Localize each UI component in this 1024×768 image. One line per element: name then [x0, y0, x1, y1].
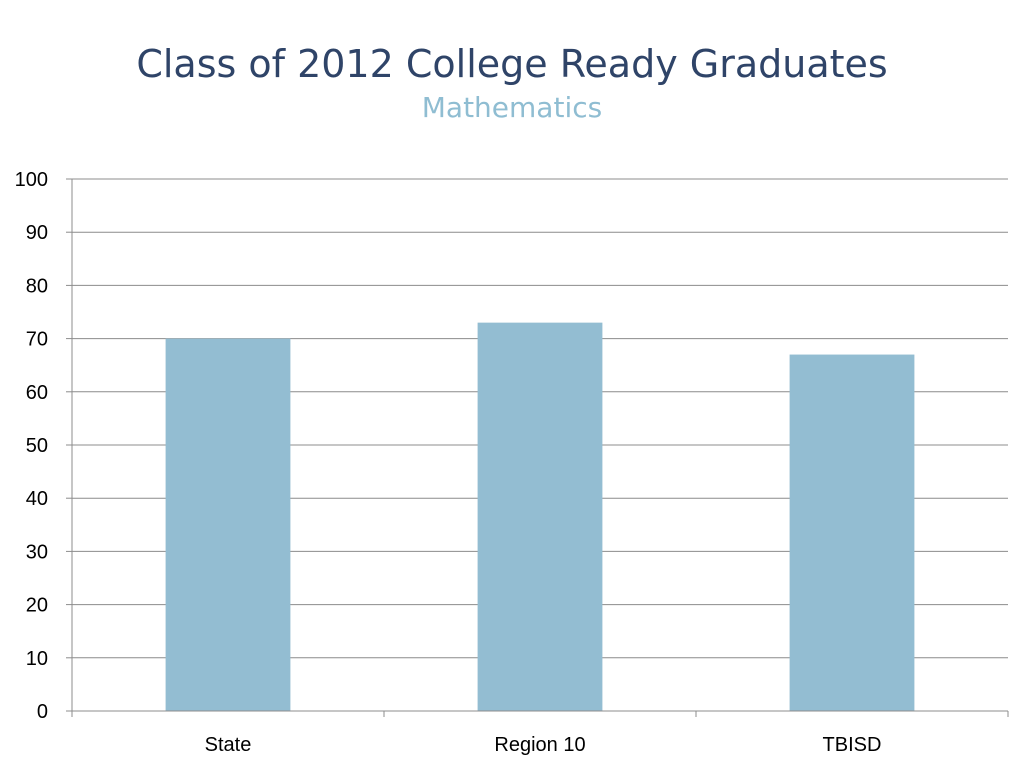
x-tick-label: TBISD: [823, 734, 882, 756]
axes: [66, 178, 1009, 717]
y-tick-label: 30: [26, 541, 48, 563]
x-tick-label: State: [205, 734, 252, 756]
y-tick-label: 90: [26, 222, 48, 244]
bar-state: [165, 338, 291, 711]
bar-tbisd: [789, 354, 915, 711]
chart-subtitle: Mathematics: [421, 91, 603, 124]
x-tick-label: Region 10: [494, 734, 585, 756]
y-tick-label: 40: [26, 488, 48, 510]
y-tick-label: 50: [26, 435, 48, 457]
y-tick-label: 70: [26, 329, 48, 351]
y-tick-label: 10: [26, 648, 48, 670]
y-tick-label: 60: [26, 382, 48, 404]
y-tick-labels: 0 10 20 30 40 50 60 70 80 90 100: [15, 169, 48, 723]
y-tick-label: 20: [26, 595, 48, 617]
y-tick-label: 80: [26, 275, 48, 297]
bar-region-10: [477, 322, 603, 711]
x-tick-labels: State Region 10 TBISD: [205, 734, 882, 756]
y-tick-label: 100: [15, 169, 48, 191]
y-tick-label: 0: [37, 701, 48, 723]
chart-title: Class of 2012 College Ready Graduates: [136, 42, 888, 86]
bars: [165, 322, 915, 711]
